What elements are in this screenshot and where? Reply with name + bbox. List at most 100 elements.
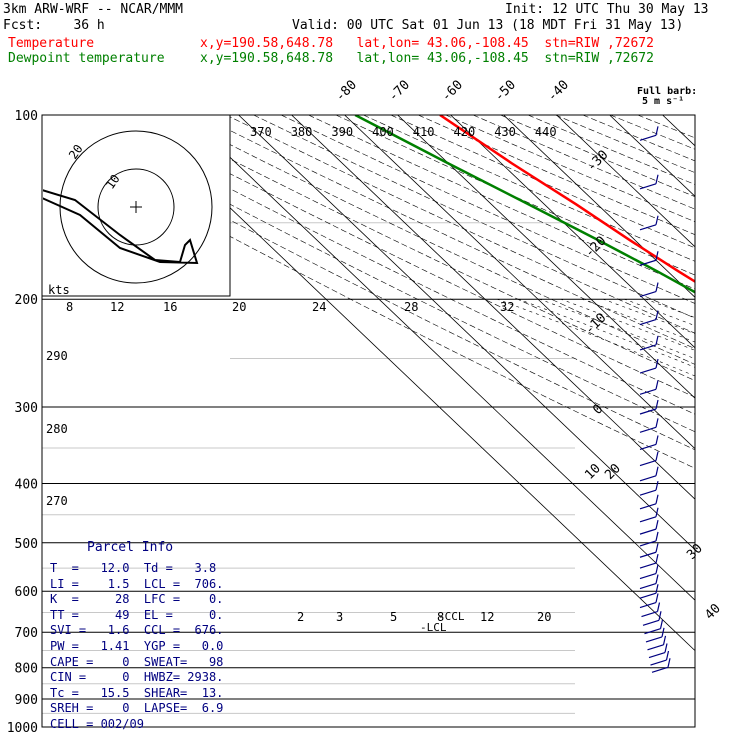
wind-barb-staff-572: [639, 572, 657, 580]
wind-barb-staff-638: [639, 601, 657, 609]
wind-barb-flag-506: [655, 531, 659, 542]
mixing-ratio-label-2: 2: [297, 610, 304, 624]
wind-barb-flag-110: [655, 126, 659, 136]
wind-barb-flag-660: [656, 602, 661, 612]
wind-barb-staff-418: [639, 489, 657, 496]
wind-barb-staff-770: [648, 651, 666, 659]
wind-barb-staff-286: [639, 388, 657, 395]
dry-adiabat-290: [116, 115, 695, 398]
theta-label-280: 280: [46, 422, 68, 436]
isotherm--100: [238, 115, 695, 551]
parcel-info-row: LI = 1.5 LCL = 706.: [50, 576, 224, 591]
wind-barb-flag-154: [655, 215, 659, 225]
parcel-info-row: Tc = 15.5 SHEAR= 13.: [50, 685, 224, 700]
parcel-info-row: T = 12.0 Td = 3.8: [50, 561, 217, 575]
dry-adiabat-450: [555, 115, 695, 173]
wind-barb-staff-814: [651, 666, 669, 673]
theta-e-label-390: 390: [331, 125, 353, 139]
lcl-label: -LCL: [420, 621, 447, 634]
wind-barb-staff-220: [639, 318, 657, 326]
pressure-label-300: 300: [15, 401, 38, 416]
wind-barb-staff-704: [644, 628, 661, 635]
theta-e-label-400: 400: [372, 125, 394, 139]
wind-barb-flag-396: [655, 466, 659, 476]
mixing-ratio-label-12: 12: [480, 610, 494, 624]
isotherm--10: [716, 115, 740, 727]
wind-barb-flag-550: [655, 553, 659, 564]
wind-barb-flag-748: [662, 635, 667, 645]
wind-barb-staff-792: [650, 659, 667, 666]
parcel-info-row: CELL = 002/09: [50, 717, 144, 731]
theta-e-label-420: 420: [454, 125, 476, 139]
parcel-info-title: Parcel Info: [87, 540, 174, 555]
isotherm-label-right-0: -30: [584, 148, 611, 175]
wind-barb-staff-154: [639, 224, 657, 231]
temperature-profile: [439, 115, 695, 284]
speed-label-8: 8: [66, 300, 73, 314]
isotherm-label-top-0: -80: [333, 78, 360, 105]
hodo-ring-label-20: 20: [66, 142, 86, 162]
dry-adiabat-420: [472, 115, 695, 210]
dry-adiabat-350: [280, 115, 695, 304]
pressure-label-900: 900: [15, 693, 38, 708]
moist-adiabat-24: [624, 298, 695, 326]
mixing-ratio-label-5: 5: [390, 610, 397, 624]
isotherm-label-top-3: -50: [492, 78, 519, 105]
isotherm--20: [662, 115, 695, 147]
plot-frame: [41, 114, 696, 728]
isotherm--110: [185, 115, 695, 601]
speed-label-12: 12: [110, 300, 124, 314]
wind-barb-flag-176: [655, 251, 659, 261]
wind-barb-flag-682: [658, 611, 662, 621]
dry-adiabat-430: [500, 115, 695, 198]
wind-barb-staff-528: [639, 551, 657, 558]
wind-barb-staff-484: [639, 528, 657, 535]
dry-adiabat-360: [308, 115, 695, 290]
dry-adiabat-380: [363, 115, 695, 262]
isotherm--60: [450, 115, 695, 349]
wind-barb-staff-176: [639, 259, 657, 266]
wind-barb-staff-660: [641, 610, 658, 618]
isotherm-label-right-7: 40: [702, 601, 724, 623]
hodo-kts-label: kts: [48, 283, 70, 297]
parcel-info-row: K = 28 LFC = 0.: [50, 592, 224, 607]
barb-legend-line1: Full barb:: [637, 86, 697, 97]
temperature-location-info: x,y=190.58,648.78 lat,lon= 43.06,-108.45…: [200, 36, 654, 51]
speed-label-32: 32: [500, 300, 514, 314]
wind-barb-flag-198: [655, 282, 659, 292]
parcel-info-row: SVI = 1.6 CCL = 676.: [50, 623, 224, 638]
wind-barb-staff-198: [639, 290, 657, 298]
wind-barb-staff-748: [647, 644, 664, 651]
wind-barb-flag-286: [655, 380, 659, 390]
mixing-ratio-label-20: 20: [537, 610, 551, 624]
mixing-ratio-label-8: 8: [437, 610, 444, 624]
isotherm--120: [132, 115, 695, 652]
wind-barb-flag-770: [664, 643, 668, 653]
wind-barb-staff-594: [639, 582, 657, 590]
dry-adiabat-320: [198, 115, 695, 349]
isotherm-label-top-4: -40: [545, 78, 572, 105]
hodograph-trace: [43, 189, 199, 265]
parcel-info-row: CAPE = 0 SWEAT= 98: [50, 654, 224, 669]
wind-barb-staff-264: [639, 367, 657, 374]
wind-barb-flag-330: [655, 418, 659, 428]
theta-e-label-430: 430: [494, 125, 516, 139]
wind-barb-staff-616: [639, 592, 657, 599]
hodo-ring-label-10: 10: [103, 172, 123, 192]
wind-barb-staff-506: [639, 540, 657, 547]
wind-barb-staff-550: [639, 562, 657, 569]
speed-label-28: 28: [404, 300, 418, 314]
forecast-hour: Fcst: 36 h: [3, 18, 105, 33]
wind-barb-staff-132: [639, 183, 657, 190]
dewpoint-legend-label: Dewpoint temperature: [8, 51, 165, 66]
dry-adiabat-470: [610, 115, 695, 150]
init-time: Init: 12 UTC Thu 30 May 13: [505, 2, 709, 17]
theta-e-label-380: 380: [291, 125, 313, 139]
isotherm--50: [503, 115, 695, 298]
wind-barb-staff-110: [639, 134, 657, 141]
theta-e-label-440: 440: [535, 125, 557, 139]
ccl-label: -CCL: [438, 610, 465, 623]
pressure-label-500: 500: [15, 537, 38, 552]
theta-e-label-410: 410: [413, 125, 435, 139]
